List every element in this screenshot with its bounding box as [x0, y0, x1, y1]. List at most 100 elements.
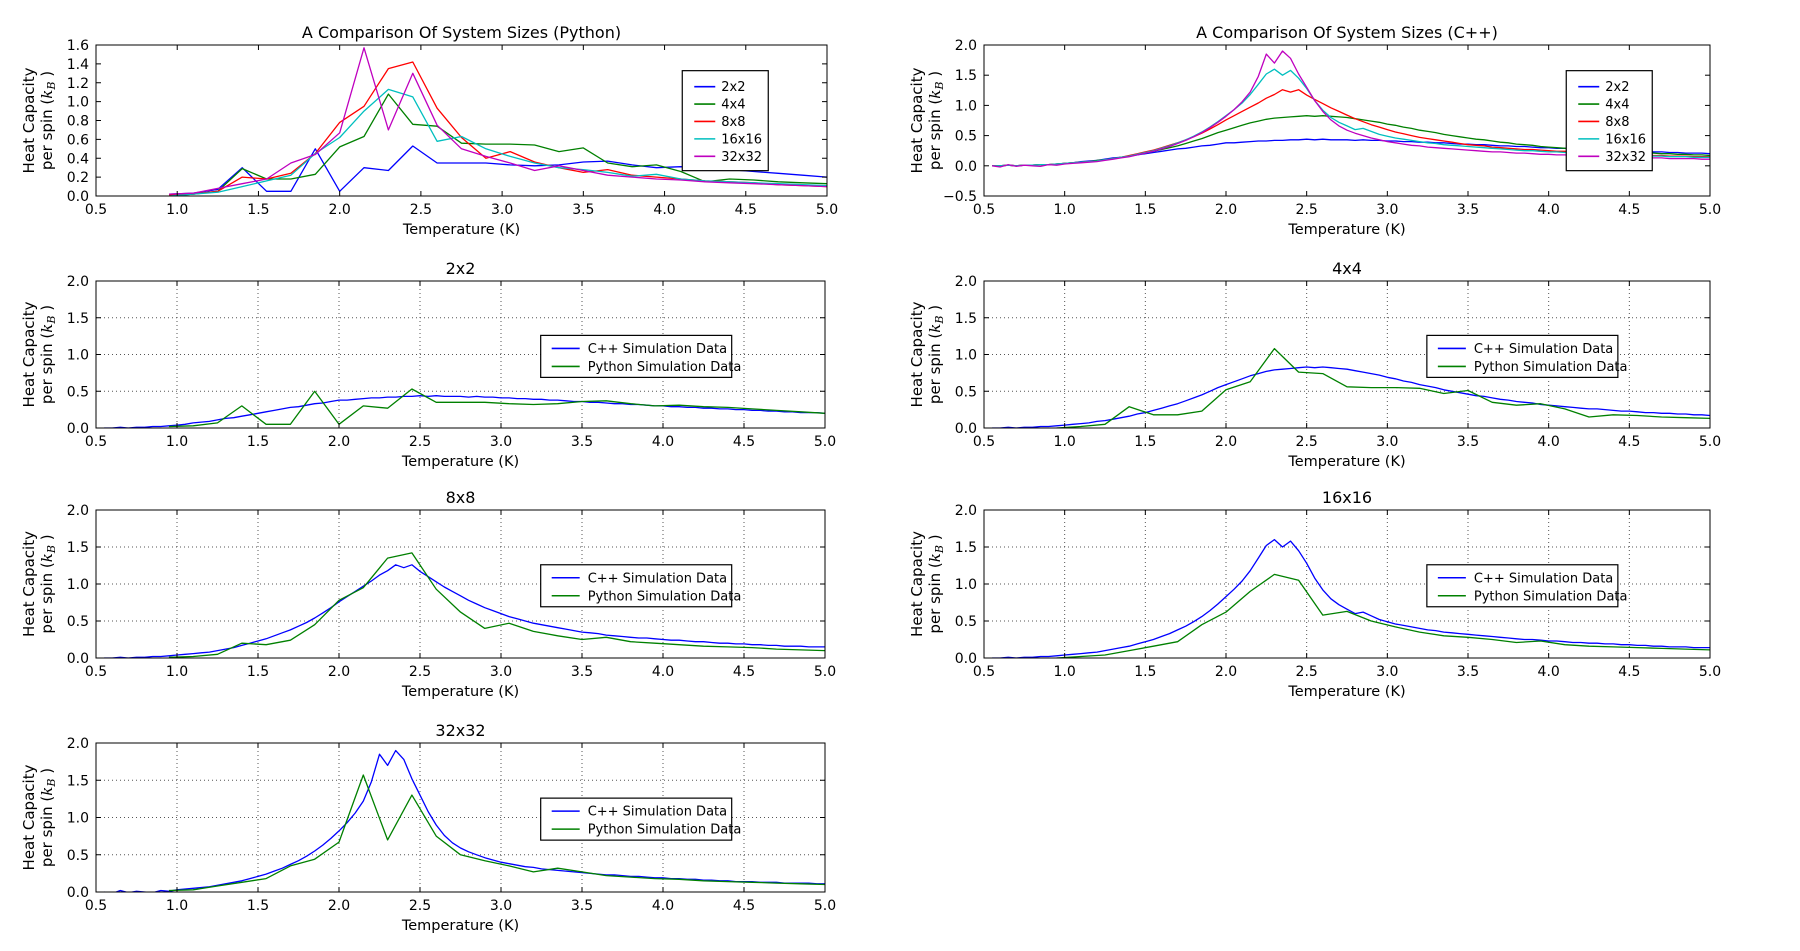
line-16x16-c-simulation-data: [992, 538, 1710, 658]
y-tick-label: 0.5: [67, 384, 89, 400]
x-tick-label: 2.5: [410, 202, 432, 218]
x-tick-label: 1.0: [1054, 434, 1076, 450]
y-tick-label: 1.5: [955, 311, 977, 327]
x-axis-label-8x8: Temperature (K): [401, 684, 519, 700]
x-tick-label: 1.5: [247, 434, 269, 450]
legend-label-c-simulation-data: C++ Simulation Data: [588, 805, 727, 820]
tick-labels-32x32: 0.5 1.0 1.5 2.0 2.5 3.0 3.5 4.0 4.5 5.00.00.51.01…: [67, 736, 836, 914]
legend-label-32x32: 32x32: [1605, 150, 1646, 165]
legend-2x2: C++ Simulation Data Python Simulation Dat…: [540, 334, 742, 378]
x-tick-label: 2.5: [1296, 434, 1318, 450]
x-tick-label: 2.5: [1296, 664, 1318, 680]
subplot-title-8x8: 8x8: [446, 488, 476, 507]
x-tick-label: 3.5: [571, 664, 593, 680]
tick-labels-16x16: 0.5 1.0 1.5 2.0 2.5 3.0 3.5 4.0 4.5 5.00.00.51.01…: [955, 503, 1721, 680]
y-tick-label: 0.0: [955, 651, 977, 667]
y-tick-label: 1.0: [67, 811, 89, 827]
x-tick-label: 2.0: [1215, 202, 1237, 218]
x-tick-label: 0.5: [85, 664, 107, 680]
legend-label-16x16: 16x16: [721, 132, 762, 147]
x-tick-label: 1.5: [1134, 664, 1156, 680]
x-tick-label: 0.5: [85, 202, 107, 218]
x-tick-label: 3.0: [490, 898, 512, 914]
subplot-title-python-comparison: A Comparison Of System Sizes (Python): [302, 23, 621, 42]
legend-label-python-simulation-data: Python Simulation Data: [588, 823, 742, 838]
y-tick-label: 1.0: [67, 348, 89, 364]
line-python-comparison-4x4: [169, 93, 827, 196]
legend-python-comparison: 2x2 4x4 8x8 16x16 32x32: [681, 70, 769, 172]
y-tick-label: 0.5: [955, 614, 977, 630]
x-tick-label: 3.0: [1376, 202, 1398, 218]
legend-label-8x8: 8x8: [721, 115, 745, 130]
y-tick-label: 1.5: [955, 540, 977, 556]
tick-labels-cpp-comparison: 0.5 1.0 1.5 2.0 2.5 3.0 3.5 4.0 4.5 5.0 −0.5 0.0 0.5…: [943, 38, 1721, 218]
legend-box-2x2: [540, 334, 733, 378]
gridlines-8x8: [96, 510, 825, 658]
legend-box-32x32: [540, 797, 733, 841]
x-tick-label: 0.5: [973, 664, 995, 680]
subplot-16x16: 0.5 1.0 1.5 2.0 2.5 3.0 3.5 4.0 4.5 5.00.00.51.01…: [908, 488, 1721, 700]
y-tick-label: 0.0: [67, 421, 89, 437]
x-tick-label: 2.5: [409, 664, 431, 680]
y-axis-label-line1-16x16: Heat Capacity: [908, 531, 926, 637]
y-axis-label-line1-32x32: Heat Capacity: [20, 764, 38, 870]
x-tick-label: 0.5: [85, 898, 107, 914]
x-axis-label-cpp-comparison: Temperature (K): [1287, 222, 1405, 238]
gridlines-2x2: [96, 281, 825, 428]
y-tick-label: 0.5: [67, 614, 89, 630]
x-tick-label: 2.5: [409, 434, 431, 450]
x-tick-label: 4.0: [652, 664, 674, 680]
x-tick-label: 4.0: [1538, 664, 1560, 680]
legend-32x32: C++ Simulation Data Python Simulation Dat…: [540, 797, 742, 841]
line-python-comparison-16x16: [169, 88, 827, 196]
y-tick-label: 1.0: [955, 577, 977, 593]
line-2x2-python-simulation-data: [168, 388, 825, 428]
subplot-cpp-comparison: 0.5 1.0 1.5 2.0 2.5 3.0 3.5 4.0 4.5 5.0 −0.5 0.0 0.5…: [908, 23, 1721, 238]
y-tick-label: 0.0: [67, 885, 89, 901]
y-tick-label: 1.5: [67, 311, 89, 327]
y-axis-label-line2-4x4: per spin (kB ): [926, 305, 946, 404]
legend-label-python-simulation-data: Python Simulation Data: [588, 360, 742, 375]
x-axis-label-2x2: Temperature (K): [401, 454, 519, 470]
line-32x32-c-simulation-data: [104, 749, 825, 892]
y-axis-label-line2-2x2: per spin (kB ): [38, 305, 58, 404]
x-tick-label: 4.0: [1538, 434, 1560, 450]
axes-frame-cpp-comparison: [983, 44, 1711, 197]
y-tick-label: 1.0: [955, 348, 977, 364]
legend-box-4x4: [1426, 334, 1619, 378]
legend-cpp-comparison: 2x2 4x4 8x8 16x16 32x32: [1565, 70, 1653, 172]
legend-4x4: C++ Simulation Data Python Simulation Dat…: [1426, 334, 1627, 378]
x-axis-label-4x4: Temperature (K): [1287, 454, 1405, 470]
y-tick-label: 0.4: [67, 151, 89, 167]
ticks-python-comparison: [95, 44, 828, 197]
legend-label-4x4: 4x4: [1605, 98, 1629, 113]
subplot-4x4: 0.5 1.0 1.5 2.0 2.5 3.0 3.5 4.0 4.5 5.00.00.51.01…: [908, 259, 1721, 470]
subplot-title-2x2: 2x2: [446, 259, 476, 278]
x-tick-label: 4.0: [653, 202, 675, 218]
x-tick-label: 0.5: [973, 434, 995, 450]
x-tick-label: 5.0: [814, 898, 836, 914]
y-tick-label: 2.0: [67, 503, 89, 519]
legend-label-python-simulation-data: Python Simulation Data: [588, 589, 742, 604]
x-tick-label: 3.5: [571, 898, 593, 914]
x-tick-label: 5.0: [1699, 664, 1721, 680]
ticks-2x2: [95, 280, 826, 429]
ticks-8x8: [95, 509, 826, 659]
x-tick-label: 1.0: [1054, 202, 1076, 218]
y-tick-label: 0.8: [67, 114, 89, 130]
line-16x16-python-simulation-data: [1056, 573, 1710, 658]
subplot-title-cpp-comparison: A Comparison Of System Sizes (C++): [1196, 23, 1498, 42]
legend-label-8x8: 8x8: [1605, 115, 1629, 130]
legend-label-c-simulation-data: C++ Simulation Data: [1474, 342, 1613, 357]
x-tick-label: 4.0: [1538, 202, 1560, 218]
x-tick-label: 5.0: [1699, 434, 1721, 450]
y-tick-label: 0.2: [67, 170, 89, 186]
x-tick-label: 5.0: [816, 202, 838, 218]
x-tick-label: 5.0: [814, 664, 836, 680]
x-axis-label-python-comparison: Temperature (K): [402, 222, 520, 238]
x-tick-label: 4.5: [733, 434, 755, 450]
y-axis-label-line2-16x16: per spin (kB ): [926, 534, 946, 633]
y-tick-label: 1.5: [67, 773, 89, 789]
y-tick-label: 1.6: [67, 38, 89, 54]
